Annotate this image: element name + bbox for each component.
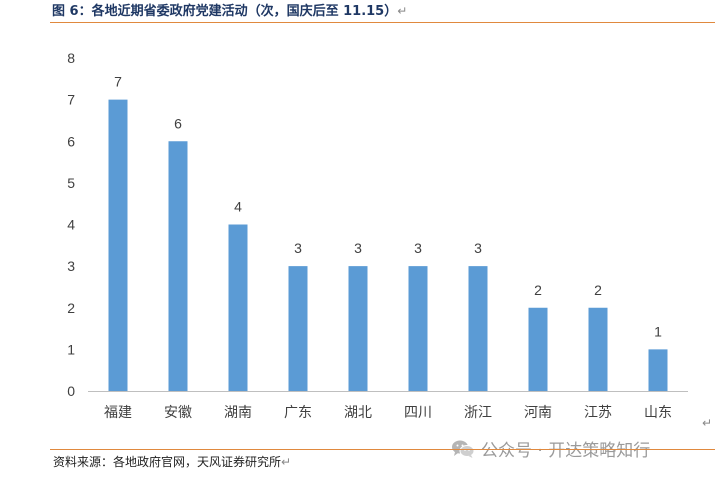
bar-value-label-2: 4 [234,199,242,215]
title-rule [50,22,715,23]
bar-value-labels: 7 6 4 3 3 3 3 2 2 1 [114,74,662,340]
x-tick-label-2: 湖南 [224,405,252,421]
bar-value-label-0: 7 [114,74,122,90]
bar-9 [648,349,668,391]
y-tick-label-4: 4 [67,217,75,233]
bar-value-label-7: 2 [534,282,542,298]
bar-2 [228,224,248,391]
bar-value-label-3: 3 [294,240,302,256]
bar-chart: 0 1 2 3 4 5 6 7 8 7 6 4 3 3 3 3 2 2 1 福建 安徽 湖南 广东 湖北 四川 浙江 河南 江苏 山… [67,50,688,421]
watermark-text: 公众号 · 开达策略知行 [481,441,651,461]
x-tick-label-7: 河南 [524,405,552,421]
x-tick-label-6: 浙江 [464,405,492,421]
y-tick-label-6: 6 [67,133,75,149]
y-tick-label-2: 2 [67,300,75,316]
x-tick-label-3: 广东 [284,405,312,421]
source-note: 资料来源：各地政府官网，天风证券研究所↵ [53,455,292,469]
bar-6 [468,266,488,391]
bar-value-label-6: 3 [474,240,482,256]
x-tick-label-1: 安徽 [164,405,192,421]
x-tick-label-5: 四川 [404,405,432,421]
bar-0 [108,99,128,391]
paragraph-return-mark: ↵ [702,416,713,430]
x-tick-label-0: 福建 [104,405,132,421]
figure-title: 图 6：各地近期省委政府党建活动（次，国庆后至 11.15）↵ [52,4,408,19]
bar-value-label-8: 2 [594,282,602,298]
bar-5 [408,266,428,391]
y-axis-ticks: 0 1 2 3 4 5 6 7 8 [67,50,75,399]
bar-value-label-9: 1 [654,323,662,339]
x-tick-label-9: 山东 [644,405,672,421]
x-tick-label-4: 湖北 [344,405,372,421]
y-tick-label-8: 8 [67,50,75,66]
y-tick-label-0: 0 [67,383,75,399]
source-rule [50,449,715,450]
x-axis-ticks: 福建 安徽 湖南 广东 湖北 四川 浙江 河南 江苏 山东 [104,405,672,421]
bar-3 [288,266,308,391]
y-tick-label-5: 5 [67,175,75,191]
y-tick-label-3: 3 [67,258,75,274]
y-tick-label-1: 1 [67,341,75,357]
bars [108,99,668,391]
x-tick-label-8: 江苏 [584,405,612,421]
bar-8 [588,307,608,391]
bar-1 [168,141,188,391]
bar-7 [528,307,548,391]
bar-value-label-1: 6 [174,115,182,131]
y-tick-label-7: 7 [67,92,75,108]
bar-4 [348,266,368,391]
bar-value-label-5: 3 [414,240,422,256]
bar-value-label-4: 3 [354,240,362,256]
